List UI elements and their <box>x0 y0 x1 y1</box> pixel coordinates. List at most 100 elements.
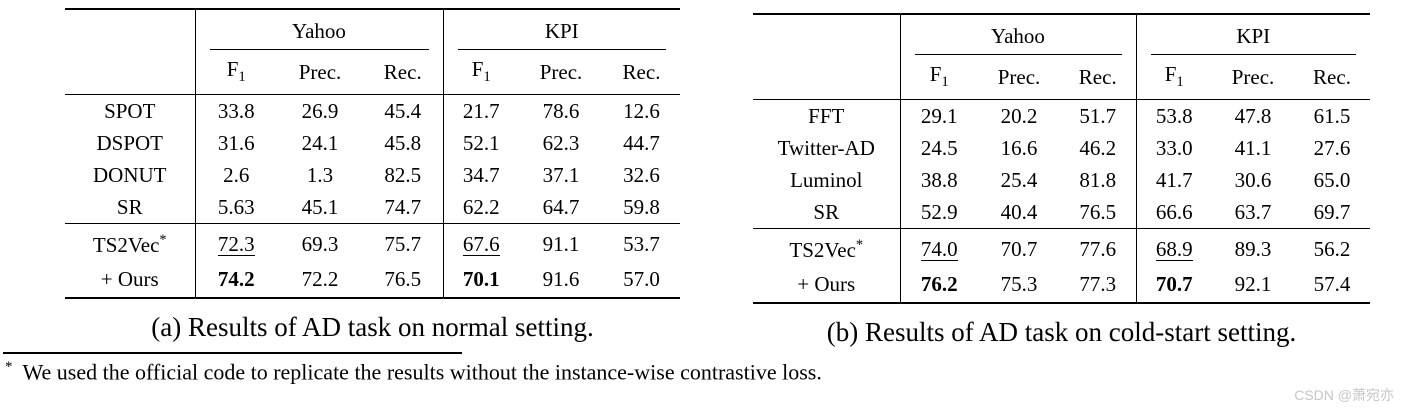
value-cell: 62.2 <box>442 191 519 224</box>
value-cell: 76.5 <box>363 262 443 298</box>
value-cell: 52.1 <box>442 127 519 159</box>
value-cell: 30.6 <box>1212 164 1294 196</box>
value-text: 57.4 <box>1313 272 1351 296</box>
value-text: 63.7 <box>1234 199 1272 224</box>
value-text: 69.3 <box>301 232 339 256</box>
value-text: 45.1 <box>301 194 339 219</box>
value-text: 21.7 <box>462 98 500 123</box>
cmidrule <box>1150 54 1356 55</box>
value-text: 57.0 <box>623 267 660 291</box>
metric-label: Prec. <box>997 64 1041 89</box>
value-cell: 53.8 <box>1135 99 1212 132</box>
cmidrule <box>209 49 429 50</box>
table-row: SR 52.9 40.4 76.5 66.6 63.7 69.7 <box>753 196 1370 229</box>
metric-label: F <box>1164 62 1177 87</box>
value-cell: 16.6 <box>978 132 1060 164</box>
table-row: TS2Vec* 72.3 69.3 75.7 67.6 91.1 53.7 <box>65 223 680 262</box>
value-cell: 41.1 <box>1212 132 1294 164</box>
value-text: 82.5 <box>384 162 422 187</box>
value-text: 65.0 <box>1313 167 1351 192</box>
group-header-row: Yahoo KPI <box>753 14 1370 55</box>
value-text: 72.3 <box>217 232 255 257</box>
value-cell: 33.8 <box>194 94 277 127</box>
table-header: Yahoo KPI F1 Prec. Rec. F1 Prec. Rec. <box>65 9 680 95</box>
value-text: 69.7 <box>1313 199 1351 224</box>
value-cell: 69.7 <box>1294 196 1370 229</box>
value-cell: 12.6 <box>603 95 680 128</box>
value-cell: 57.4 <box>1294 267 1370 303</box>
row-label: TS2Vec* <box>753 228 900 267</box>
value-text: 34.7 <box>462 162 500 187</box>
group-label: Yahoo <box>292 19 346 43</box>
value-cell: 66.6 <box>1135 196 1212 229</box>
caption-b: (b) Results of AD task on cold-start set… <box>826 317 1297 347</box>
watermark: CSDN @萧宛亦 <box>1294 387 1394 403</box>
value-cell: 1.3 <box>277 159 363 191</box>
value-cell: 82.5 <box>363 159 443 191</box>
metric-header: Prec. <box>519 50 603 95</box>
row-label: Twitter-AD <box>777 135 875 160</box>
corner-cell <box>753 55 900 100</box>
value-cell: 91.6 <box>519 262 603 298</box>
table-body: FFT 29.1 20.2 51.7 53.8 47.8 61.5 Twitter-AD 24.… <box>753 99 1370 303</box>
value-cell: 72.3 <box>194 223 277 262</box>
group-label: KPI <box>544 19 579 43</box>
value-text: 72.2 <box>301 267 339 291</box>
caption-a: (a) Results of AD task on normal setting… <box>151 312 594 342</box>
value-cell: 78.6 <box>519 95 603 128</box>
results-table-a: Yahoo KPI F1 Prec. Rec. F1 Prec. Rec. SPOT 33.8 26… <box>65 8 680 299</box>
value-cell: 69.3 <box>277 223 363 262</box>
footnote-text: * We used the official code to replicate … <box>3 359 1203 385</box>
row-label: SPOT <box>104 98 156 123</box>
value-text: 37.1 <box>542 162 580 187</box>
value-text: 77.6 <box>1079 237 1117 261</box>
metric-header-row: F1 Prec. Rec. F1 Prec. Rec. <box>753 55 1370 100</box>
value-cell: 74.7 <box>363 191 443 224</box>
value-cell: 47.8 <box>1212 100 1294 133</box>
value-text: 66.6 <box>1155 199 1193 224</box>
value-cell: 24.5 <box>899 132 978 164</box>
value-text: 45.4 <box>384 98 422 123</box>
corner-cell <box>65 9 195 50</box>
value-text: 24.5 <box>920 135 958 160</box>
value-cell: 37.1 <box>519 159 603 191</box>
value-text: 33.0 <box>1155 135 1193 160</box>
value-cell: 2.6 <box>194 159 277 191</box>
value-text: 44.7 <box>623 130 660 155</box>
value-text: 47.8 <box>1234 103 1272 128</box>
value-cell: 59.8 <box>603 191 680 224</box>
value-cell: 26.9 <box>277 95 363 128</box>
metric-header: Prec. <box>1212 55 1294 100</box>
value-text: 75.7 <box>384 232 422 256</box>
value-cell: 32.6 <box>603 159 680 191</box>
value-cell: 61.5 <box>1294 100 1370 133</box>
footnote-body: We used the official code to replicate t… <box>22 359 822 385</box>
value-cell: 45.8 <box>363 127 443 159</box>
value-cell: 46.2 <box>1060 132 1136 164</box>
value-text: 46.2 <box>1079 135 1117 160</box>
value-cell: 5.63 <box>194 191 277 224</box>
row-label: + Ours <box>100 267 159 291</box>
value-text: 31.6 <box>217 130 255 155</box>
subfigure-a: Yahoo KPI F1 Prec. Rec. F1 Prec. Rec. SPOT 33.8 26… <box>65 8 680 343</box>
metric-header: F1 <box>1135 55 1212 100</box>
value-text: 76.5 <box>384 267 422 291</box>
value-text: 27.6 <box>1313 135 1351 160</box>
value-cell: 65.0 <box>1294 164 1370 196</box>
value-text: 24.1 <box>301 130 339 155</box>
table-row: + Ours 76.2 75.3 77.3 70.7 92.1 57.4 <box>753 267 1370 303</box>
value-cell: 91.1 <box>519 223 603 262</box>
value-text: 74.0 <box>920 237 958 262</box>
value-cell: 38.8 <box>899 164 978 196</box>
value-text: 40.4 <box>1000 199 1038 224</box>
value-cell: 64.7 <box>519 191 603 224</box>
value-text: 5.63 <box>217 194 255 219</box>
table-row: Luminol 38.8 25.4 81.8 41.7 30.6 65.0 <box>753 164 1370 196</box>
value-cell: 51.7 <box>1060 100 1136 133</box>
value-text: 32.6 <box>623 162 660 187</box>
row-label: FFT <box>808 103 845 128</box>
row-label-superscript: * <box>159 231 167 248</box>
metric-label: Rec. <box>383 59 422 84</box>
value-cell: 31.6 <box>194 127 277 159</box>
value-text: 91.1 <box>542 232 580 256</box>
